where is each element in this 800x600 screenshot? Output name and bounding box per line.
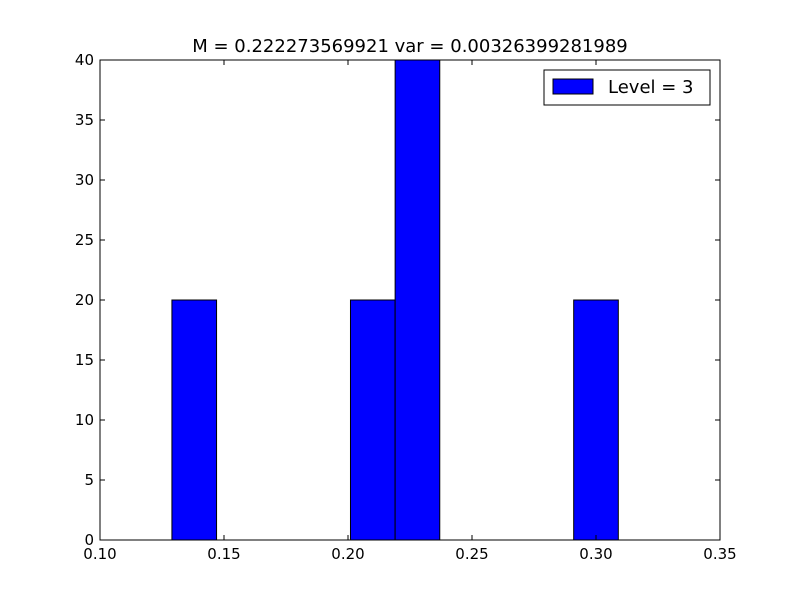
legend-label: Level = 3	[608, 77, 694, 98]
legend: Level = 3	[543, 69, 711, 106]
legend-swatch	[552, 78, 594, 95]
x-tick-label: 0.30	[579, 545, 612, 563]
y-tick-label: 5	[84, 471, 94, 489]
axis-ticks: 0.10 0.15 0.20 0.25 0.30 0.35 0 5 10 15 20 25 30 35 40	[75, 51, 737, 563]
y-tick-label: 30	[75, 171, 94, 189]
bars-group	[171, 59, 619, 541]
histogram-bar	[349, 299, 396, 541]
x-tick-label: 0.15	[207, 545, 240, 563]
x-tick-label: 0.25	[455, 545, 488, 563]
y-tick-label: 25	[75, 231, 94, 249]
chart-title: M = 0.222273569921 var = 0.0032639928198…	[192, 36, 628, 57]
x-tick-label: 0.35	[703, 545, 736, 563]
x-tick-label: 0.10	[83, 545, 116, 563]
y-tick-label: 15	[75, 351, 94, 369]
y-tick-label: 10	[75, 411, 94, 429]
y-tick-label: 35	[75, 111, 94, 129]
histogram-bar	[573, 299, 619, 541]
y-tick-label: 20	[75, 291, 94, 309]
y-tick-label: 40	[75, 51, 94, 69]
histogram-bar	[394, 59, 441, 541]
y-tick-label: 0	[84, 531, 94, 549]
x-tick-label: 0.20	[331, 545, 364, 563]
histogram-bar	[171, 299, 218, 541]
